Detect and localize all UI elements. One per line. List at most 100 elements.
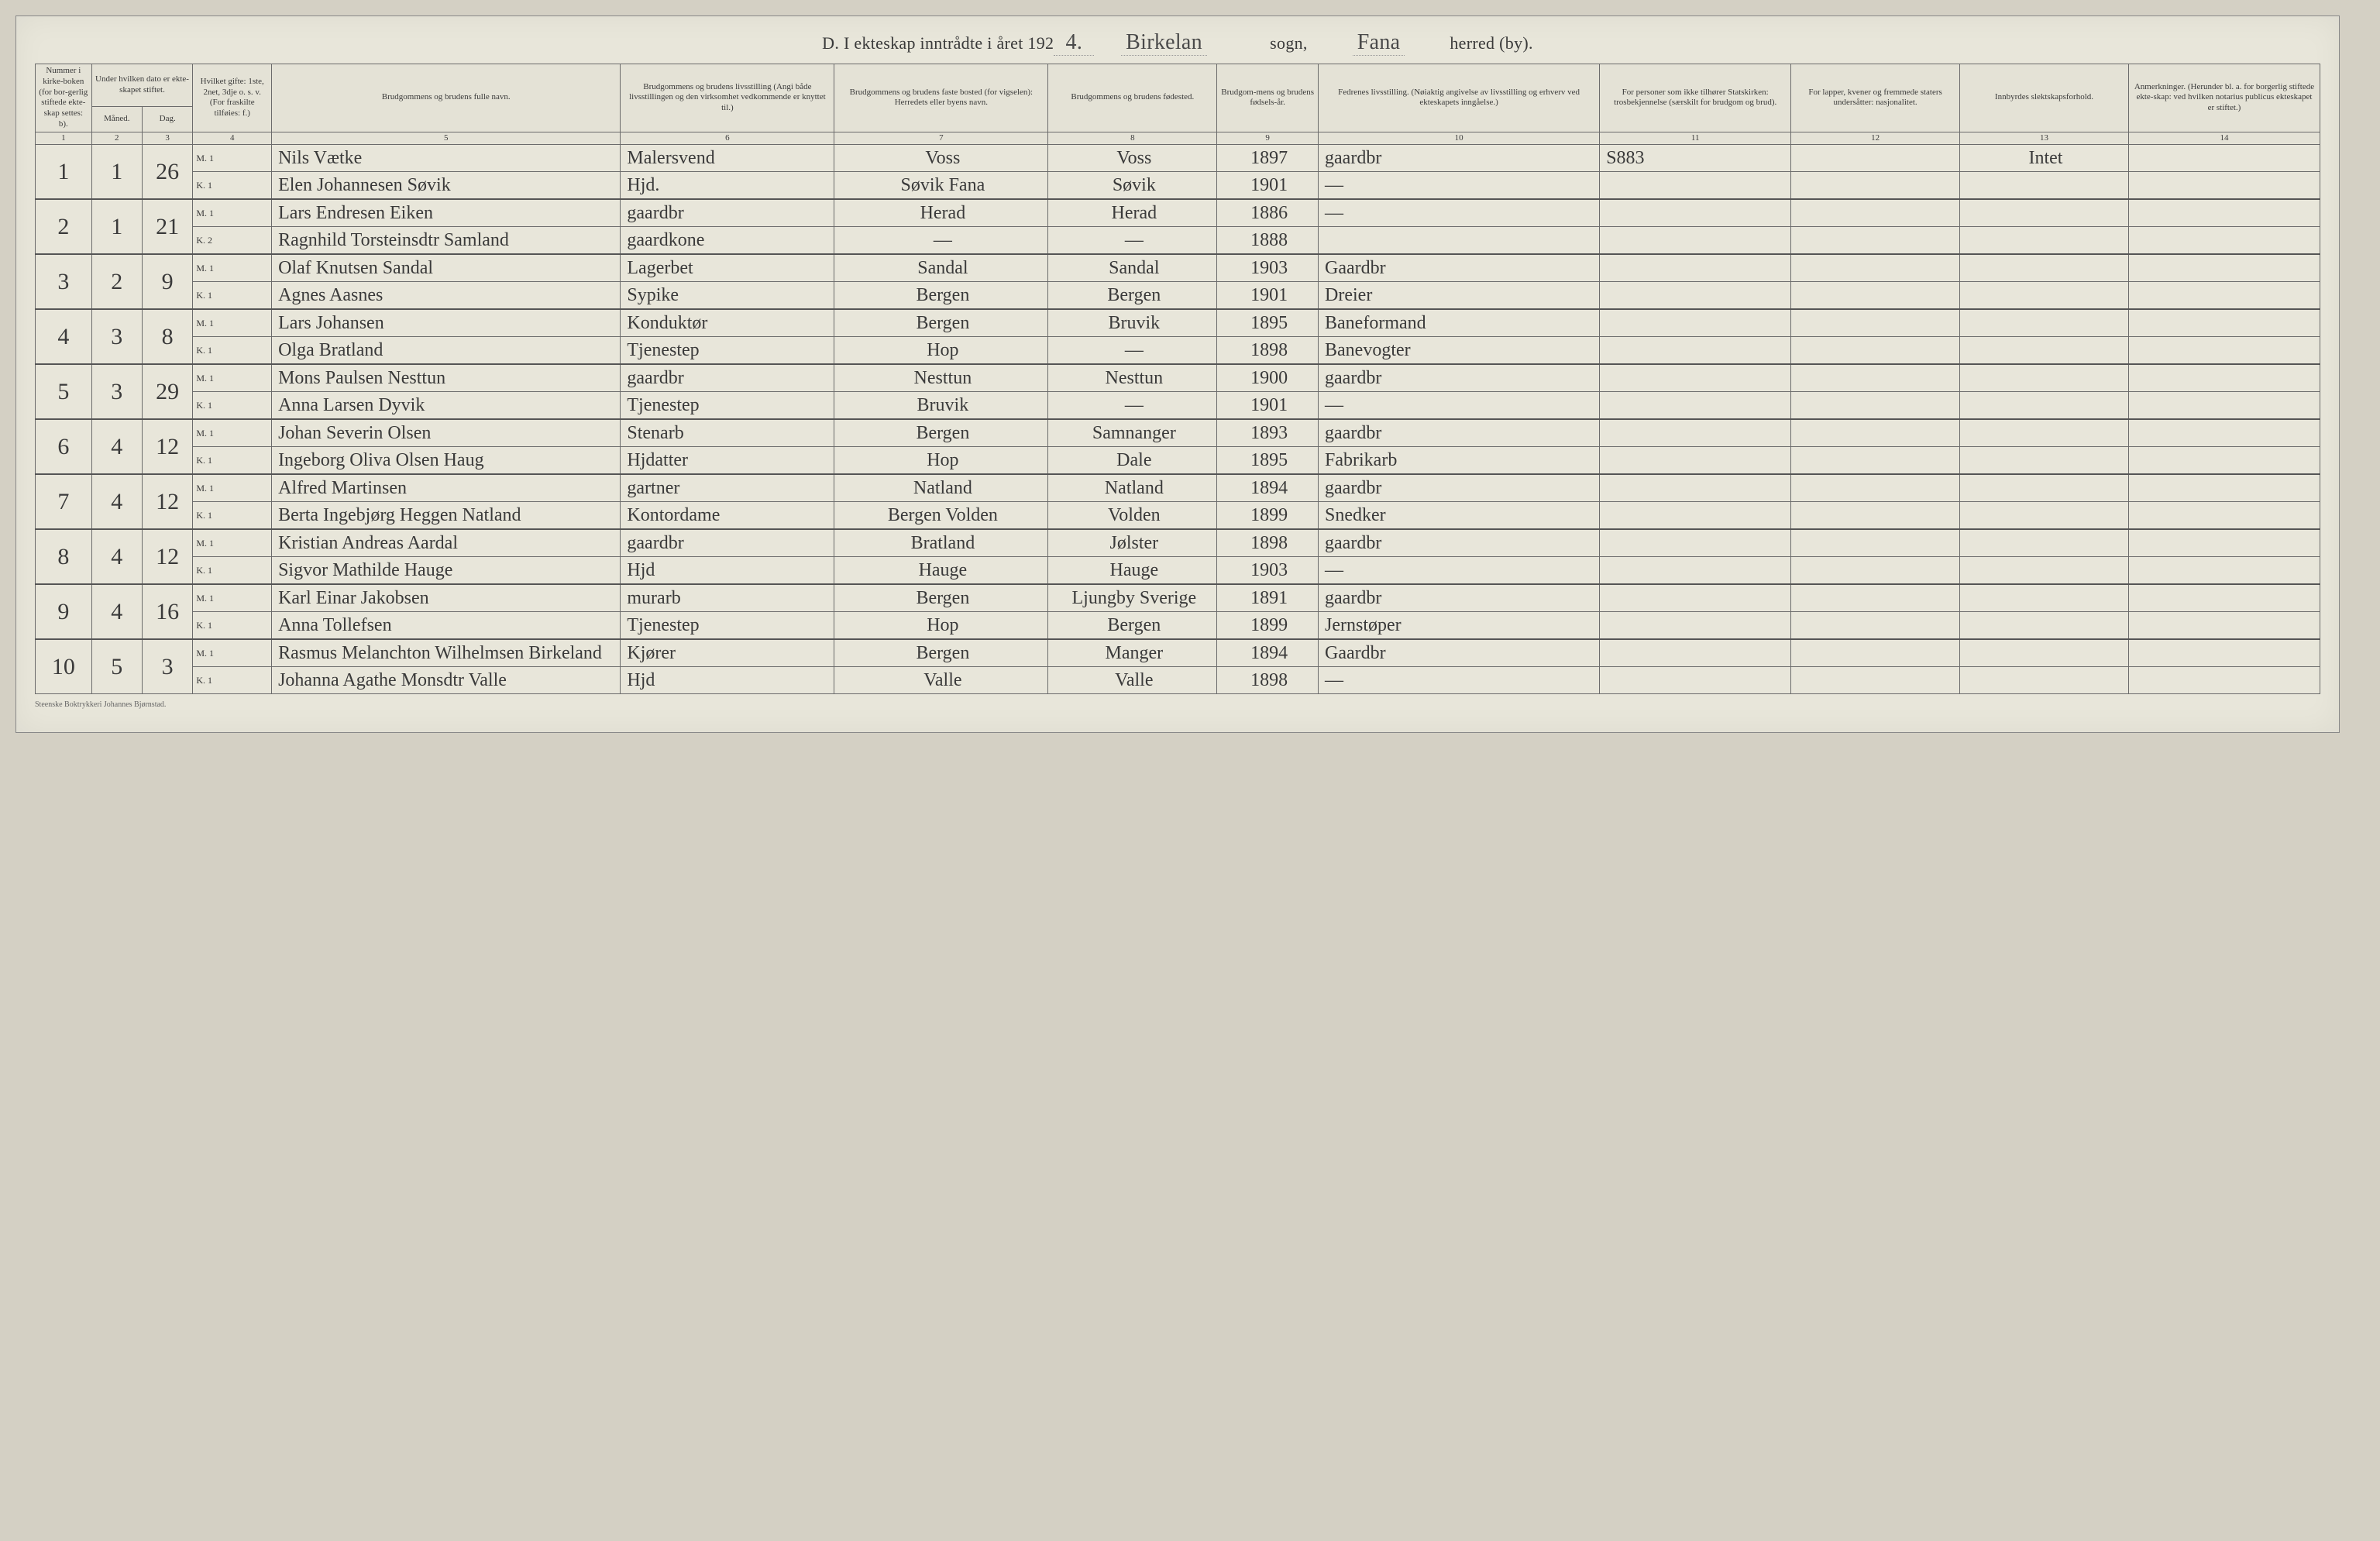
groom-birthplace: Nesttun: [1048, 364, 1217, 392]
bride-c14: [2128, 172, 2320, 200]
groom-c11: [1600, 254, 1791, 282]
groom-gifte: M. 1: [193, 474, 272, 502]
colnum: 4: [193, 132, 272, 145]
groom-birthplace: Jølster: [1048, 529, 1217, 557]
entry-row-bride: K. 1Johanna Agathe Monsdtr ValleHjdValle…: [36, 667, 2320, 694]
groom-birthyear: 1903: [1217, 254, 1319, 282]
bride-c12: [1791, 557, 1960, 585]
header-year: 4.: [1054, 30, 1094, 56]
bride-c12: [1791, 172, 1960, 200]
bride-gifte: K. 2: [193, 227, 272, 255]
groom-gifte: M. 1: [193, 309, 272, 337]
bride-c13: [1960, 337, 2129, 365]
entry-month: 3: [91, 309, 142, 364]
entry-row-bride: K. 1Agnes AasnesSypikeBergenBergen1901Dr…: [36, 282, 2320, 310]
bride-c12: [1791, 612, 1960, 640]
groom-c11: [1600, 309, 1791, 337]
bride-birthplace: —: [1048, 392, 1217, 420]
entry-day: 12: [142, 474, 192, 529]
colnum: 3: [142, 132, 192, 145]
groom-occupation: gaardbr: [621, 364, 834, 392]
col-header-8: Brudgommens og brudens fødested.: [1048, 64, 1217, 132]
groom-c11: [1600, 419, 1791, 447]
bride-c14: [2128, 612, 2320, 640]
groom-c11: [1600, 364, 1791, 392]
bride-birthyear: 1901: [1217, 282, 1319, 310]
entry-number: 6: [36, 419, 92, 474]
groom-residence: Bergen: [834, 419, 1048, 447]
groom-birthyear: 1893: [1217, 419, 1319, 447]
groom-c12: [1791, 529, 1960, 557]
entry-day: 12: [142, 529, 192, 584]
bride-name: Anna Larsen Dyvik: [272, 392, 621, 420]
bride-c11: [1600, 337, 1791, 365]
bride-c11: [1600, 612, 1791, 640]
colnum: 11: [1600, 132, 1791, 145]
entry-number: 2: [36, 199, 92, 254]
groom-c13: [1960, 474, 2129, 502]
entry-month: 4: [91, 584, 142, 639]
groom-c11: [1600, 474, 1791, 502]
header-prefix: D. I ekteskap inntrådte i året 192: [822, 33, 1054, 53]
bride-name: Sigvor Mathilde Hauge: [272, 557, 621, 585]
bride-residence: Hop: [834, 337, 1048, 365]
groom-c14: [2128, 309, 2320, 337]
groom-c11: [1600, 584, 1791, 612]
entry-day: 26: [142, 145, 192, 200]
bride-birthyear: 1895: [1217, 447, 1319, 475]
bride-residence: Bruvik: [834, 392, 1048, 420]
groom-birthplace: Ljungby Sverige: [1048, 584, 1217, 612]
entry-row-bride: K. 1Anna TollefsenTjenestepHopBergen1899…: [36, 612, 2320, 640]
entry-row-groom: 5329M. 1Mons Paulsen NesttungaardbrNestt…: [36, 364, 2320, 392]
groom-c12: [1791, 309, 1960, 337]
bride-occupation: Hjdatter: [621, 447, 834, 475]
bride-c13: [1960, 557, 2129, 585]
bride-father-occ: —: [1319, 392, 1600, 420]
bride-birthyear: 1898: [1217, 337, 1319, 365]
groom-residence: Bergen: [834, 639, 1048, 667]
entry-number: 3: [36, 254, 92, 309]
groom-occupation: murarb: [621, 584, 834, 612]
groom-name: Kristian Andreas Aardal: [272, 529, 621, 557]
groom-c12: [1791, 584, 1960, 612]
bride-c12: [1791, 337, 1960, 365]
groom-residence: Herad: [834, 199, 1048, 227]
entry-day: 8: [142, 309, 192, 364]
bride-birthplace: Volden: [1048, 502, 1217, 530]
groom-gifte: M. 1: [193, 639, 272, 667]
bride-gifte: K. 1: [193, 172, 272, 200]
bride-name: Elen Johannesen Søvik: [272, 172, 621, 200]
groom-father-occ: gaardbr: [1319, 364, 1600, 392]
groom-residence: Voss: [834, 145, 1048, 172]
groom-name: Lars Endresen Eiken: [272, 199, 621, 227]
bride-name: Ragnhild Torsteinsdtr Samland: [272, 227, 621, 255]
bride-birthplace: —: [1048, 227, 1217, 255]
groom-birthplace: Natland: [1048, 474, 1217, 502]
groom-c14: [2128, 639, 2320, 667]
groom-gifte: M. 1: [193, 584, 272, 612]
entry-day: 21: [142, 199, 192, 254]
groom-father-occ: gaardbr: [1319, 584, 1600, 612]
bride-c11: [1600, 447, 1791, 475]
table-head: Nummer i kirke-boken (for bor-gerlig sti…: [36, 64, 2320, 145]
groom-c14: [2128, 145, 2320, 172]
entry-number: 1: [36, 145, 92, 200]
bride-name: Agnes Aasnes: [272, 282, 621, 310]
col-header-12: For lapper, kvener og fremmede staters u…: [1791, 64, 1960, 132]
entry-month: 3: [91, 364, 142, 419]
groom-c11: [1600, 199, 1791, 227]
bride-father-occ: Banevogter: [1319, 337, 1600, 365]
bride-father-occ: —: [1319, 172, 1600, 200]
bride-c11: [1600, 502, 1791, 530]
bride-birthyear: 1901: [1217, 392, 1319, 420]
col-header-14: Anmerkninger. (Herunder bl. a. for borge…: [2128, 64, 2320, 132]
groom-c14: [2128, 584, 2320, 612]
groom-c11: S883: [1600, 145, 1791, 172]
bride-birthplace: —: [1048, 337, 1217, 365]
bride-c12: [1791, 392, 1960, 420]
groom-father-occ: gaardbr: [1319, 529, 1600, 557]
entry-row-groom: 6412M. 1Johan Severin OlsenStenarbBergen…: [36, 419, 2320, 447]
bride-gifte: K. 1: [193, 392, 272, 420]
groom-residence: Sandal: [834, 254, 1048, 282]
groom-occupation: gaardbr: [621, 529, 834, 557]
